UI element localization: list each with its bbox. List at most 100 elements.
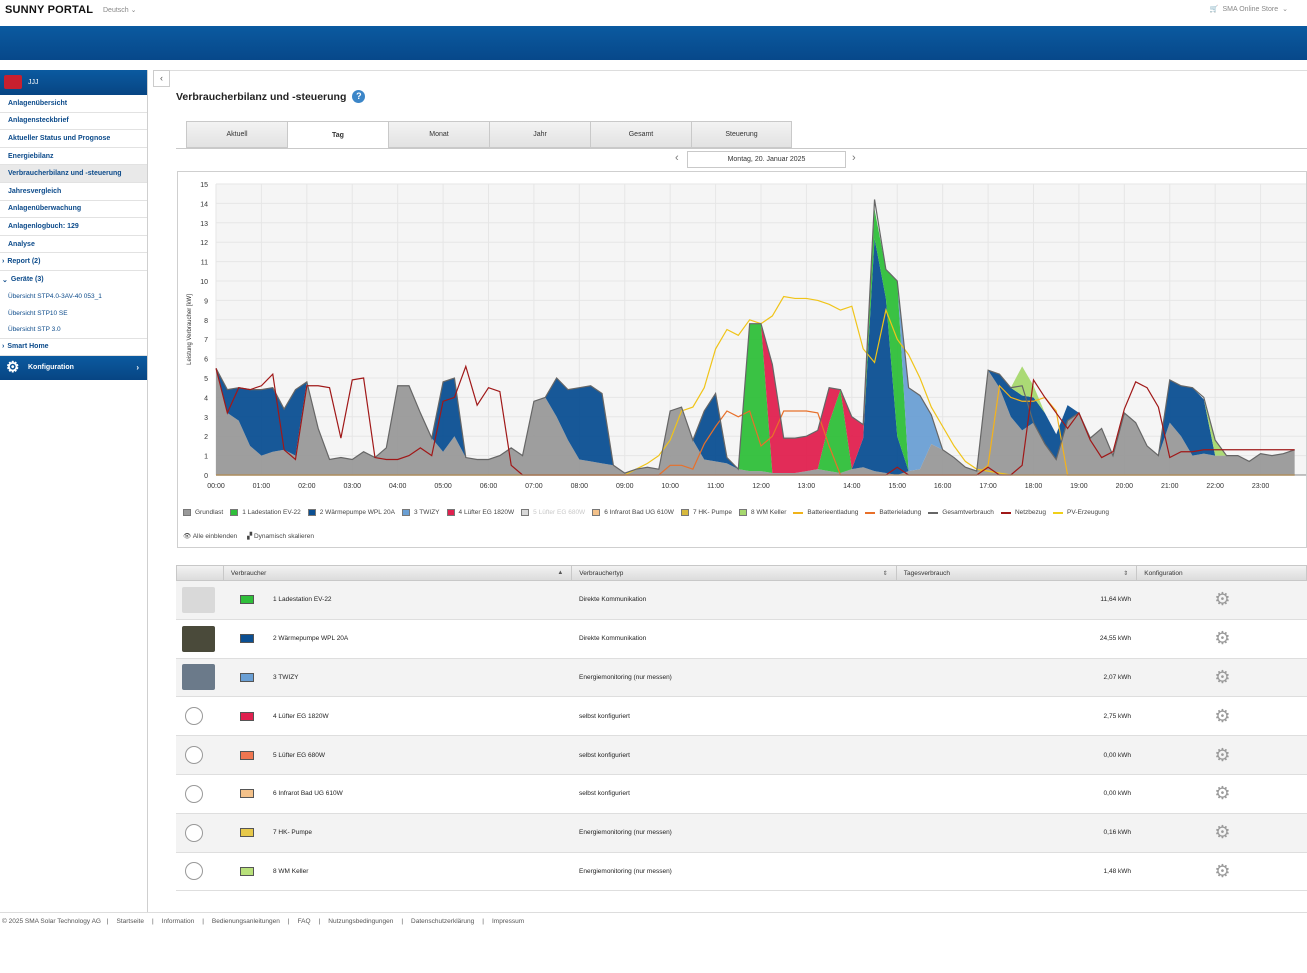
sidebar-item[interactable]: Analyse bbox=[0, 236, 147, 254]
table-row[interactable]: 2 Wärmepumpe WPL 20A Direkte Kommunikatio… bbox=[176, 620, 1307, 659]
table-row[interactable]: 5 Lüfter EG 680W selbst konfiguriert 0,00 … bbox=[176, 736, 1307, 775]
chevron-down-icon: ⌄ bbox=[2, 276, 8, 284]
date-field[interactable]: Montag, 20. Januar 2025 bbox=[687, 151, 846, 168]
legend-item[interactable]: PV-Erzeugung bbox=[1053, 509, 1109, 516]
settings-gear-icon[interactable]: ⚙ bbox=[1214, 666, 1231, 687]
settings-gear-icon[interactable]: ⚙ bbox=[1214, 628, 1231, 649]
table-row[interactable]: 8 WM Keller Energiemonitoring (nur messen… bbox=[176, 853, 1307, 892]
footer-link[interactable]: Datenschutzerklärung bbox=[411, 918, 475, 925]
x-tick-label: 16:00 bbox=[934, 483, 952, 490]
legend-item[interactable]: 8 WM Keller bbox=[738, 509, 786, 516]
tab-gesamt[interactable]: Gesamt bbox=[590, 121, 691, 148]
legend-item[interactable]: 5 Lüfter EG 680W bbox=[521, 509, 585, 516]
table-header-consumer[interactable]: Verbraucher ▲ bbox=[224, 566, 573, 580]
sidebar-item-smart-home[interactable]: › Smart Home bbox=[0, 338, 147, 356]
footer-link[interactable]: Impressum bbox=[491, 918, 525, 925]
legend-item[interactable]: 6 Infrarot Bad UG 610W bbox=[592, 509, 674, 516]
tab-monat[interactable]: Monat bbox=[388, 121, 489, 148]
tab-jahr[interactable]: Jahr bbox=[489, 121, 590, 148]
consumer-type: selbst konfiguriert bbox=[579, 751, 630, 759]
table-row[interactable]: 4 Lüfter EG 1820W selbst konfiguriert 2,75… bbox=[176, 697, 1307, 737]
tab-tag[interactable]: Tag bbox=[287, 121, 388, 148]
consumer-cell: 2 Wärmepumpe WPL 20A bbox=[223, 634, 572, 644]
sidebar-item[interactable]: Anlagenüberwachung bbox=[0, 201, 147, 219]
online-store-link[interactable]: 🛒 SMA Online Store ⌄ bbox=[1210, 5, 1288, 14]
plant-name: JJJ bbox=[28, 79, 39, 86]
tab-steuerung[interactable]: Steuerung bbox=[691, 121, 792, 148]
sidebar-item-konfiguration[interactable]: ⚙ Konfiguration › bbox=[0, 355, 147, 380]
footer-link[interactable]: Startseite bbox=[116, 918, 144, 925]
plant-header[interactable]: JJJ bbox=[0, 70, 147, 95]
prev-day-button[interactable]: ‹ bbox=[675, 152, 679, 164]
daily-consumption: 2,07 kWh bbox=[1103, 673, 1131, 681]
footer-link[interactable]: FAQ bbox=[297, 918, 311, 925]
footer-link[interactable]: Nutzungsbedingungen bbox=[328, 918, 394, 925]
consumption-chart: 0 1 2 3 4 5 6 7 8 9 10 11 12 13 14 15 00:00 01:00 02:00 03:… bbox=[177, 171, 1307, 548]
table-row[interactable]: 7 HK- Pumpe Energiemonitoring (nur messen… bbox=[176, 813, 1307, 853]
legend-item[interactable]: Netzbezug bbox=[1000, 509, 1046, 516]
legend-label: PV-Erzeugung bbox=[1067, 509, 1109, 516]
legend-item[interactable]: 2 Wärmepumpe WPL 20A bbox=[307, 509, 395, 516]
legend-item[interactable]: 3 TWIZY bbox=[402, 509, 440, 516]
consumer-table: Verbraucher ▲ Verbrauchertyp ⇕ Tagesverbra… bbox=[176, 565, 1307, 892]
footer-link[interactable]: Bedienungsanleitungen bbox=[211, 918, 280, 925]
show-all-button[interactable]: 👁 Alle einblenden bbox=[183, 532, 237, 540]
sidebar-item-report[interactable]: › Report (2) bbox=[0, 253, 147, 271]
help-icon[interactable]: ? bbox=[352, 90, 366, 103]
legend-swatch bbox=[865, 511, 876, 514]
table-row[interactable]: 3 TWIZY Energiemonitoring (nur messen) 2,0… bbox=[176, 658, 1307, 698]
copyright: © 2025 SMA Solar Technology AG bbox=[2, 918, 101, 925]
logo[interactable]: SUNNY PORTAL bbox=[5, 4, 94, 16]
legend-item[interactable]: Grundlast bbox=[183, 509, 223, 516]
sidebar-item[interactable]: Anlagensteckbrief bbox=[0, 113, 147, 131]
legend-label: 3 TWIZY bbox=[414, 509, 440, 516]
footer-link[interactable]: Information bbox=[161, 918, 195, 925]
legend-item[interactable]: Gesamtverbrauch bbox=[928, 509, 994, 516]
settings-gear-icon[interactable]: ⚙ bbox=[1214, 783, 1231, 804]
x-tick-label: 17:00 bbox=[979, 483, 997, 490]
settings-gear-icon[interactable]: ⚙ bbox=[1214, 860, 1231, 881]
chevron-down-icon: ⌄ bbox=[130, 7, 137, 14]
collapse-sidebar-button[interactable]: ‹ bbox=[153, 70, 170, 87]
consumer-name: 2 Wärmepumpe WPL 20A bbox=[273, 635, 349, 643]
sidebar-device-item[interactable]: Übersicht STP4.0-3AV-40 053_1 bbox=[8, 293, 102, 301]
legend-item[interactable]: 7 HK- Pumpe bbox=[680, 509, 732, 516]
tab-aktuell[interactable]: Aktuell bbox=[186, 121, 287, 148]
chevron-right-icon: › bbox=[136, 362, 139, 372]
sidebar-item[interactable]: Verbraucherbilanz und -steuerung bbox=[0, 165, 147, 183]
consumer-name: 4 Lüfter EG 1820W bbox=[273, 712, 329, 720]
x-tick-label: 08:00 bbox=[571, 483, 589, 490]
settings-gear-icon[interactable]: ⚙ bbox=[1214, 589, 1231, 610]
chevron-left-icon: ‹ bbox=[675, 152, 679, 164]
legend-item[interactable]: Batterieentladung bbox=[793, 509, 858, 516]
next-day-button[interactable]: › bbox=[852, 152, 856, 164]
x-tick-label: 01:00 bbox=[253, 483, 271, 490]
legend-item[interactable]: Batterieladung bbox=[865, 509, 921, 516]
settings-gear-icon[interactable]: ⚙ bbox=[1214, 705, 1231, 726]
sidebar-item[interactable]: Anlagenübersicht bbox=[0, 95, 147, 113]
table-row[interactable]: 6 Infrarot Bad UG 610W selbst konfigurier… bbox=[176, 775, 1307, 814]
table-row[interactable]: 1 Ladestation EV-22 Direkte Kommunikation… bbox=[176, 581, 1307, 620]
legend-item[interactable]: 1 Ladestation EV-22 bbox=[230, 509, 301, 516]
legend-label: 1 Ladestation EV-22 bbox=[242, 509, 301, 516]
table-header-type[interactable]: Verbrauchertyp ⇕ bbox=[572, 566, 897, 580]
config-cell: ⚙ bbox=[1138, 589, 1307, 610]
language-select[interactable]: Deutsch ⌄ bbox=[103, 6, 137, 14]
sidebar-device-item[interactable]: Übersicht STP10 SE bbox=[8, 309, 68, 317]
legend-item[interactable]: 4 Lüfter EG 1820W bbox=[446, 509, 514, 516]
sidebar-item[interactable]: Energiebilanz bbox=[0, 148, 147, 166]
y-tick-label: 5 bbox=[204, 376, 208, 383]
sidebar-item-label: Anlagenübersicht bbox=[8, 99, 68, 107]
dynamic-scale-button[interactable]: ▞ Dynamisch skalieren bbox=[247, 532, 314, 540]
sidebar-item[interactable]: Anlagenlogbuch: 129 bbox=[0, 218, 147, 236]
thumb-cell bbox=[176, 664, 223, 691]
legend-label: Batterieentladung bbox=[807, 509, 859, 516]
page-title: Verbraucherbilanz und -steuerung ? bbox=[176, 90, 366, 103]
sidebar-item[interactable]: Aktueller Status und Prognose bbox=[0, 130, 147, 148]
table-header-consumption[interactable]: Tagesverbrauch ⇕ bbox=[897, 566, 1138, 580]
sidebar-item[interactable]: Jahresvergleich bbox=[0, 183, 147, 201]
sidebar-item-devices[interactable]: ⌄ Geräte (3) bbox=[0, 271, 147, 289]
settings-gear-icon[interactable]: ⚙ bbox=[1214, 744, 1231, 765]
sidebar-device-item[interactable]: Übersicht STP 3.0 bbox=[8, 326, 61, 334]
settings-gear-icon[interactable]: ⚙ bbox=[1214, 822, 1231, 843]
